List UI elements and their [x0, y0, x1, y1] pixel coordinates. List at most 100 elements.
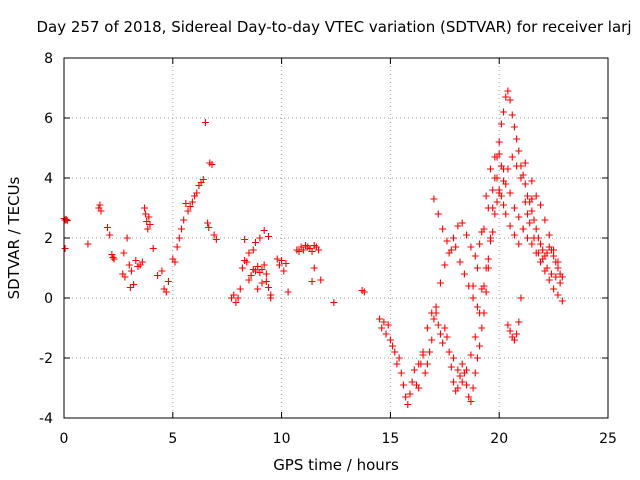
data-point — [415, 384, 423, 392]
data-point — [421, 369, 429, 377]
data-point — [515, 147, 523, 155]
data-point — [447, 363, 455, 371]
data-point — [550, 246, 558, 254]
data-point — [423, 360, 431, 368]
data-point — [208, 161, 216, 168]
data-point — [510, 204, 518, 212]
x-tick-label: 25 — [599, 431, 617, 447]
grid — [64, 58, 608, 418]
data-point — [171, 258, 179, 266]
data-point — [84, 240, 92, 248]
data-point — [317, 276, 325, 284]
data-point — [484, 204, 492, 212]
y-axis-label: SDTVAR / TECUs — [5, 176, 23, 299]
data-point — [556, 279, 564, 287]
data-point — [125, 261, 133, 269]
data-point — [430, 315, 438, 323]
y-tick-label: 4 — [44, 171, 53, 187]
data-point — [445, 348, 453, 356]
data-point — [199, 176, 207, 183]
data-point — [104, 224, 112, 231]
y-tick-label: 8 — [44, 51, 53, 67]
data-point — [476, 342, 484, 350]
data-point — [63, 217, 71, 225]
data-point — [515, 318, 523, 326]
data-point — [178, 225, 186, 233]
data-point — [456, 258, 464, 266]
data-point — [450, 378, 458, 386]
data-point — [230, 291, 238, 299]
data-point — [478, 324, 486, 332]
data-point — [308, 278, 316, 285]
data-point — [256, 234, 264, 242]
data-point — [282, 260, 290, 267]
data-point — [138, 258, 146, 266]
data-point — [415, 360, 423, 368]
data-point — [482, 288, 490, 296]
data-point — [469, 384, 477, 392]
data-point — [247, 272, 255, 279]
data-point — [486, 165, 494, 173]
data-point — [376, 315, 384, 323]
data-point — [146, 221, 154, 228]
data-point — [330, 299, 338, 306]
data-point — [278, 257, 286, 264]
data-point — [537, 201, 545, 209]
data-point — [360, 288, 368, 296]
data-point — [265, 233, 273, 240]
data-point — [315, 246, 323, 254]
y-tick-label: 2 — [44, 231, 53, 247]
data-point — [502, 210, 510, 218]
data-point — [515, 213, 523, 221]
data-point — [397, 369, 405, 377]
data-point — [497, 120, 505, 128]
data-point — [543, 264, 551, 272]
data-point — [530, 234, 538, 242]
data-point — [463, 381, 471, 389]
data-point — [120, 249, 128, 257]
data-point — [463, 231, 471, 239]
data-point — [439, 225, 447, 233]
data-point — [295, 248, 303, 255]
data-point — [476, 240, 484, 248]
data-point — [260, 261, 268, 269]
data-point — [426, 348, 434, 356]
data-point — [482, 192, 490, 200]
data-point — [142, 210, 150, 218]
data-point — [164, 278, 172, 285]
data-point — [267, 291, 275, 299]
data-point — [467, 398, 475, 405]
data-point — [436, 330, 444, 338]
data-point — [543, 249, 551, 257]
data-point — [467, 351, 475, 359]
data-point — [539, 246, 547, 254]
data-point — [550, 252, 558, 260]
data-point — [61, 245, 69, 252]
data-point — [262, 278, 270, 285]
data-point — [504, 87, 512, 95]
data-point — [495, 150, 503, 158]
data-point — [517, 174, 525, 182]
data-point — [299, 246, 307, 254]
data-point — [310, 264, 318, 272]
data-point — [500, 201, 508, 209]
data-point — [423, 324, 431, 332]
data-point — [480, 282, 488, 290]
data-point — [532, 225, 540, 233]
data-point — [493, 198, 501, 206]
data-point — [245, 276, 253, 284]
data-point — [530, 216, 538, 224]
data-point — [484, 255, 492, 263]
data-point — [399, 381, 407, 389]
data-point — [476, 309, 484, 317]
y-tick-label: -2 — [39, 351, 53, 367]
data-point — [558, 273, 566, 281]
data-point — [458, 219, 466, 227]
data-point — [510, 123, 518, 131]
data-point — [391, 348, 399, 356]
data-point — [478, 228, 486, 236]
data-point — [265, 284, 273, 291]
data-point — [500, 108, 508, 116]
data-point — [154, 272, 162, 279]
data-point — [408, 378, 416, 386]
